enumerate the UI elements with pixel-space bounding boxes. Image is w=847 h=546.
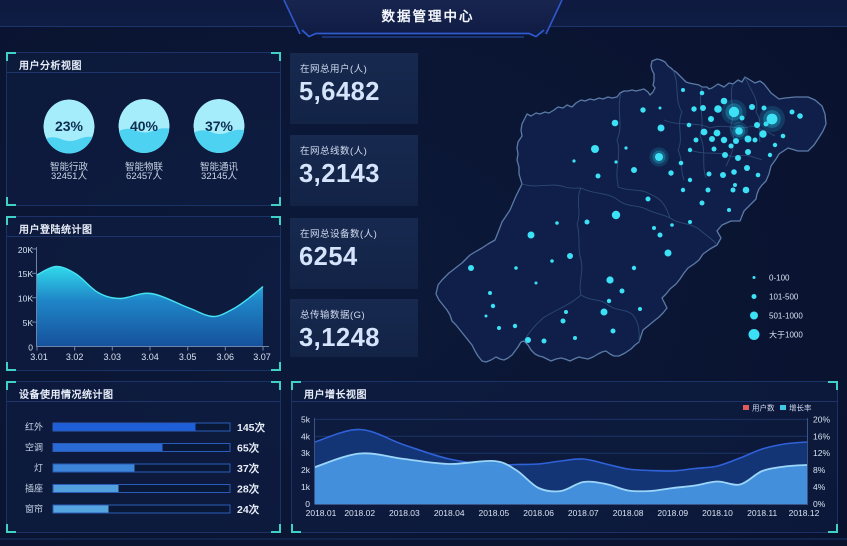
svg-text:灯: 灯: [34, 463, 43, 473]
svg-text:2018.02: 2018.02: [344, 508, 375, 518]
svg-text:2018.12: 2018.12: [789, 508, 820, 518]
svg-text:2018.01: 2018.01: [306, 508, 337, 518]
svg-text:5k: 5k: [301, 414, 311, 424]
svg-text:插座: 插座: [25, 483, 43, 494]
svg-text:2018.06: 2018.06: [523, 508, 554, 518]
svg-text:32145人: 32145人: [201, 171, 237, 182]
svg-text:用户数: 用户数: [752, 403, 775, 413]
svg-text:12%: 12%: [813, 448, 830, 458]
svg-text:3k: 3k: [301, 448, 311, 458]
svg-text:28次: 28次: [237, 483, 260, 496]
svg-text:37%: 37%: [205, 118, 234, 134]
svg-text:窗帘: 窗帘: [25, 503, 43, 514]
svg-text:3.03: 3.03: [104, 352, 122, 362]
svg-text:40%: 40%: [130, 118, 159, 134]
svg-text:5K: 5K: [23, 318, 34, 328]
svg-text:3.07: 3.07: [253, 352, 271, 362]
svg-text:23%: 23%: [55, 118, 84, 134]
svg-text:大于1000: 大于1000: [769, 330, 803, 340]
svg-text:32451人: 32451人: [51, 171, 87, 182]
svg-text:101-500: 101-500: [769, 293, 799, 302]
svg-text:0%: 0%: [813, 499, 826, 509]
svg-text:1k: 1k: [301, 482, 311, 492]
svg-text:16%: 16%: [813, 431, 830, 441]
svg-text:501-1000: 501-1000: [769, 312, 803, 321]
svg-text:红外: 红外: [25, 421, 43, 432]
svg-text:2018.11: 2018.11: [747, 508, 777, 518]
svg-text:8%: 8%: [813, 465, 826, 475]
svg-text:智能通讯: 智能通讯: [200, 161, 239, 173]
svg-text:2018.10: 2018.10: [702, 508, 733, 518]
svg-text:4%: 4%: [813, 482, 826, 492]
svg-text:数据管理中心: 数据管理中心: [382, 8, 475, 24]
svg-text:空调: 空调: [25, 442, 43, 453]
svg-text:2018.08: 2018.08: [613, 508, 644, 518]
svg-text:62457人: 62457人: [126, 171, 162, 182]
svg-text:2k: 2k: [301, 465, 311, 475]
svg-text:0: 0: [28, 343, 33, 353]
svg-text:20%: 20%: [813, 414, 830, 424]
svg-text:2018.04: 2018.04: [434, 508, 465, 518]
svg-text:2018.07: 2018.07: [568, 508, 599, 518]
svg-text:3.01: 3.01: [30, 352, 48, 362]
svg-text:3.06: 3.06: [217, 352, 235, 362]
svg-text:4k: 4k: [301, 431, 311, 441]
svg-text:0-100: 0-100: [769, 274, 790, 283]
svg-text:3.04: 3.04: [141, 352, 159, 362]
svg-text:2018.03: 2018.03: [389, 508, 420, 518]
svg-text:65次: 65次: [237, 442, 260, 455]
svg-text:2018.05: 2018.05: [479, 508, 510, 518]
svg-text:智能行政: 智能行政: [50, 161, 89, 173]
svg-text:智能物联: 智能物联: [125, 161, 164, 173]
svg-text:2018.09: 2018.09: [657, 508, 688, 518]
svg-text:37次: 37次: [237, 462, 260, 475]
svg-text:3.05: 3.05: [179, 352, 197, 362]
svg-text:3.02: 3.02: [66, 352, 84, 362]
svg-text:10K: 10K: [18, 294, 33, 304]
svg-text:24次: 24次: [237, 503, 260, 516]
svg-text:增长率: 增长率: [789, 403, 812, 413]
svg-text:15K: 15K: [18, 269, 33, 279]
svg-text:20K: 20K: [18, 245, 33, 255]
svg-text:0: 0: [305, 499, 310, 509]
svg-text:145次: 145次: [237, 421, 266, 434]
